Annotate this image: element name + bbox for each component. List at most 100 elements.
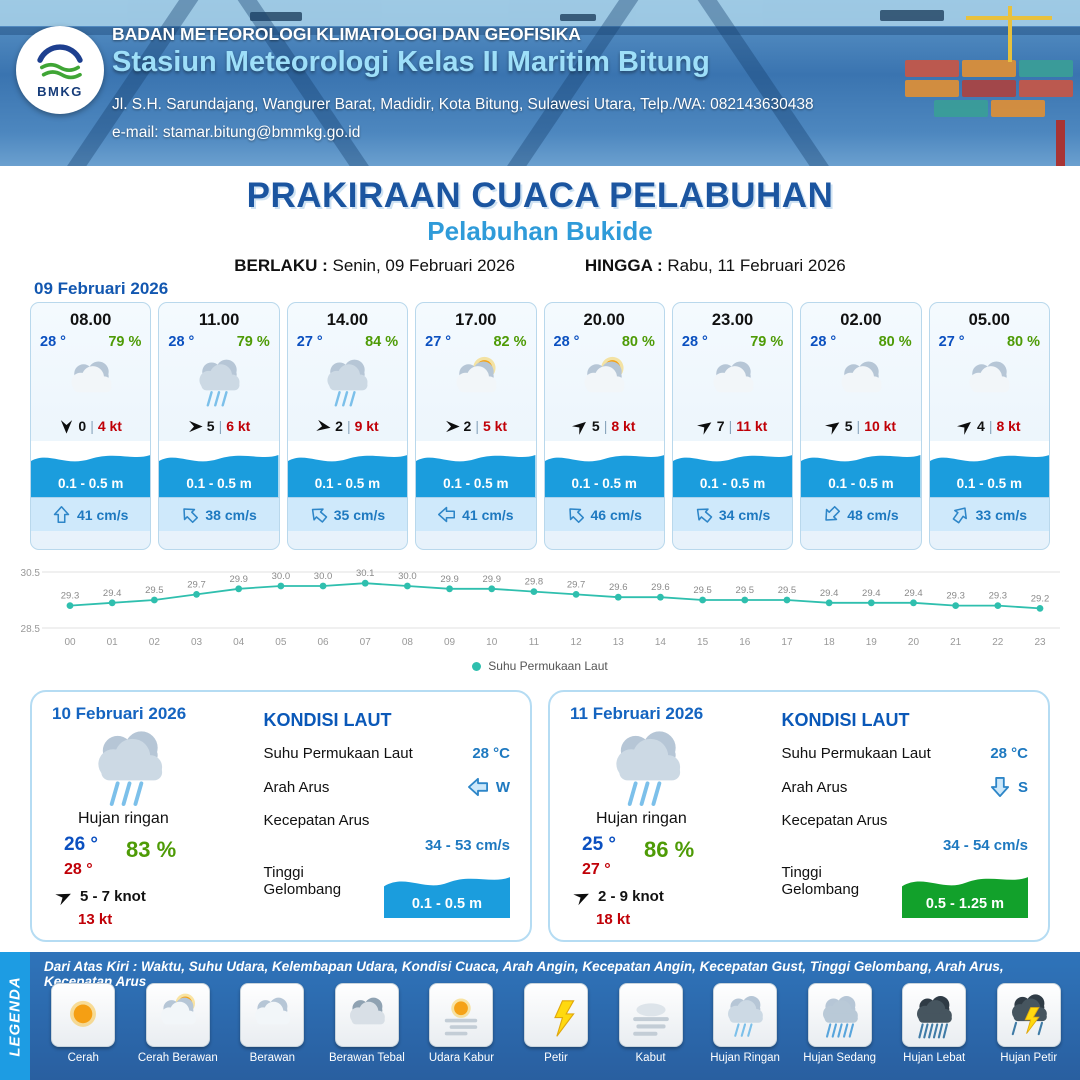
svg-text:29.5: 29.5 — [736, 585, 755, 596]
current-speed-row: Kecepatan Arus 34 - 53 cm/s — [264, 812, 510, 854]
sea-conditions-column: KONDISI LAUT Suhu Permukaan Laut 28 °C A… — [254, 704, 510, 930]
current-direction-value-group: W — [467, 776, 510, 798]
legend-label: Cerah — [67, 1052, 99, 1064]
humidity: 79 % — [108, 334, 142, 350]
org-name: BADAN METEOROLOGI KLIMATOLOGI DAN GEOFIS… — [112, 24, 581, 44]
wave-height-row: Tinggi Gelombang 0.5 - 1.25 m — [782, 864, 1028, 918]
legend-label: Cerah Berawan — [137, 1052, 218, 1064]
container-icon — [905, 80, 959, 97]
wind-gust: 6 kt — [226, 418, 251, 434]
station-address: Jl. S.H. Sarundajang, Wangurer Barat, Ma… — [112, 96, 814, 113]
svg-text:29.3: 29.3 — [989, 591, 1008, 602]
svg-text:29.9: 29.9 — [229, 574, 248, 585]
container-icon — [905, 60, 959, 77]
wind-gust: 11 kt — [736, 418, 768, 434]
legend-item: Hujan Sedang — [792, 983, 887, 1064]
daily-condition: Hujan ringan — [596, 810, 687, 827]
svg-text:00: 00 — [64, 637, 76, 648]
wave-height: 0.1 - 0.5 m — [58, 476, 124, 491]
svg-text:18: 18 — [824, 637, 836, 648]
wind-direction-icon — [570, 416, 590, 436]
chart-legend-label: Suhu Permukaan Laut — [488, 659, 608, 673]
svg-text:17: 17 — [781, 637, 793, 648]
current-direction-icon — [819, 502, 844, 527]
svg-text:02: 02 — [149, 637, 161, 648]
current-speed: 41 cm/s — [77, 506, 129, 523]
air-temperature: 27 ° — [425, 334, 452, 350]
sst-row: Suhu Permukaan Laut 28 °C — [782, 745, 1028, 762]
validity-row: BERLAKU : Senin, 09 Februari 2026 HINGGA… — [0, 256, 1080, 276]
current-row: 35 cm/s — [287, 497, 408, 531]
wave-height: 0.1 - 0.5 m — [443, 476, 509, 491]
current-speed: 41 cm/s — [462, 506, 514, 523]
separator: | — [218, 418, 223, 434]
daily-forecast-card: 11 Februari 2026 Hujan ringan 25 ° 27 ° … — [548, 690, 1050, 942]
air-temperature: 27 ° — [296, 334, 323, 350]
current-speed-value: 34 - 54 cm/s — [942, 837, 1028, 854]
legend-item: Hujan Ringan — [698, 983, 793, 1064]
svg-text:03: 03 — [191, 637, 203, 648]
wave-height-graphic: 0.1 - 0.5 m — [801, 441, 921, 497]
svg-text:29.3: 29.3 — [946, 591, 965, 602]
berlaku-label: BERLAKU : — [234, 256, 328, 275]
temp-humidity-row: 28 ° 79 % — [673, 330, 792, 350]
daily-forecast-card: 10 Februari 2026 Hujan ringan 26 ° 28 ° … — [30, 690, 532, 942]
legend-section: LEGENDA Dari Atas Kiri : Waktu, Suhu Uda… — [0, 952, 1080, 1080]
hujan-sedang-icon — [807, 983, 872, 1047]
daily-cards-row: 10 Februari 2026 Hujan ringan 26 ° 28 ° … — [30, 690, 1050, 942]
forecast-time: 14.00 — [326, 311, 369, 329]
kabut-icon — [618, 983, 683, 1047]
wave-height: 0.1 - 0.5 m — [828, 476, 894, 491]
container-icon — [1019, 80, 1073, 97]
temp-min: 26 ° — [64, 834, 99, 855]
wind-gust: 10 kt — [864, 418, 897, 434]
berlaku-group: BERLAKU : Senin, 09 Februari 2026 — [234, 256, 515, 276]
svg-text:30.0: 30.0 — [398, 571, 417, 582]
forecast-time: 05.00 — [968, 311, 1010, 329]
wave-height-label: Tinggi Gelombang — [781, 864, 860, 898]
legend-items-row: Cerah Cerah Berawan Berawan Berawan Teba… — [36, 983, 1076, 1064]
wind-gust: 8 kt — [611, 418, 636, 434]
sst-value: 28 °C — [990, 745, 1028, 762]
cerah-berawan-icon — [545, 350, 664, 414]
sst-label: Suhu Permukaan Laut — [781, 745, 931, 762]
daily-humidity: 83 % — [126, 837, 177, 862]
separator: | — [728, 418, 733, 434]
wind-direction-icon — [60, 419, 73, 434]
hingga-group: HINGGA : Rabu, 11 Februari 2026 — [585, 256, 846, 276]
container-icon — [962, 80, 1016, 97]
hingga-value: Rabu, 11 Februari 2026 — [667, 256, 846, 275]
wave-height-graphic: 0.1 - 0.5 m — [287, 441, 408, 497]
wave-height-graphic: 0.1 - 0.5 m — [31, 441, 151, 497]
forecast-card: 05.00 27 ° 80 % 4 | 8 kt 0.1 - 0.5 m 33 … — [928, 302, 1050, 550]
current-direction-icon — [990, 776, 1010, 798]
berawan-icon — [673, 350, 792, 414]
wave-height-graphic: 0.1 - 0.5 m — [544, 441, 664, 497]
legend-item: Cerah — [36, 983, 131, 1064]
wind-row: 5 | 6 kt — [159, 414, 278, 438]
current-row: 34 cm/s — [672, 497, 793, 531]
legend-label: Hujan Ringan — [710, 1052, 780, 1064]
crane-icon — [1008, 6, 1012, 62]
svg-text:29.6: 29.6 — [609, 582, 628, 593]
svg-text:07: 07 — [360, 637, 372, 648]
current-direction-label: Arah Arus — [781, 778, 848, 796]
bmkg-logo: BMKG — [16, 26, 104, 114]
wave-height-graphic: 0.1 - 0.5 m — [383, 864, 510, 918]
wind-row: 2 | 5 kt — [416, 414, 535, 438]
current-speed-label: Kecepatan Arus — [263, 812, 370, 829]
legend-item: Kabut — [603, 983, 698, 1064]
temp-column: 25 ° 27 ° — [582, 834, 616, 879]
hujan-ringan-icon — [159, 350, 278, 414]
svg-text:16: 16 — [739, 637, 751, 648]
current-row: 41 cm/s — [416, 497, 536, 531]
svg-text:29.4: 29.4 — [862, 588, 881, 599]
svg-text:14: 14 — [655, 637, 667, 648]
daily-gust: 18 kt — [596, 911, 631, 928]
svg-text:29.3: 29.3 — [61, 591, 80, 602]
daily-temps: 25 ° 27 ° 86 % — [582, 834, 772, 879]
sst-value: 28 °C — [472, 745, 510, 762]
current-speed: 46 cm/s — [590, 506, 642, 523]
humidity: 80 % — [1006, 334, 1040, 350]
current-direction-icon — [948, 502, 973, 527]
